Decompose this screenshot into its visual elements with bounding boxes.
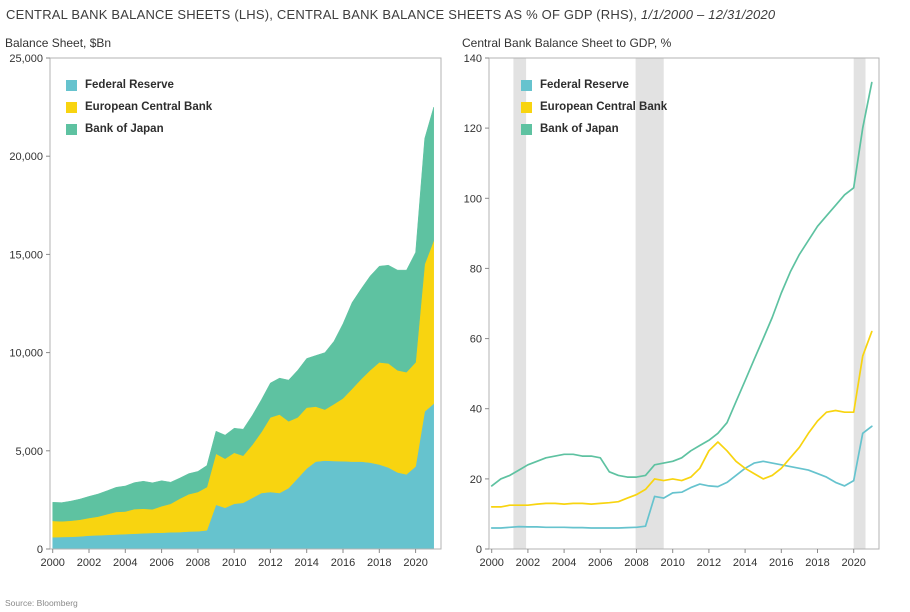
rhs-line-chart: 0 20 40 60 80 100 120 140 2000 2002 2004 2006 2008 20… bbox=[464, 53, 880, 569]
svg-text:2012: 2012 bbox=[697, 557, 721, 569]
legend-item-bank-of-japan: Bank of Japan bbox=[66, 118, 212, 140]
svg-text:2004: 2004 bbox=[552, 557, 576, 569]
legend-item-bank-of-japan: Bank of Japan bbox=[521, 118, 667, 140]
federal-reserve-swatch-icon bbox=[66, 79, 77, 91]
svg-text:2004: 2004 bbox=[113, 557, 137, 569]
svg-text:2000: 2000 bbox=[40, 557, 64, 569]
bank-of-japan-swatch-icon bbox=[66, 123, 77, 135]
svg-text:2008: 2008 bbox=[624, 557, 648, 569]
svg-text:60: 60 bbox=[470, 334, 482, 346]
legend-item-federal-reserve: Federal Reserve bbox=[521, 74, 667, 96]
svg-text:2008: 2008 bbox=[186, 557, 210, 569]
source-credit: Source: Bloomberg bbox=[5, 598, 78, 608]
lhs-axis-title: Balance Sheet, $Bn bbox=[5, 36, 112, 50]
legend-label: Federal Reserve bbox=[85, 79, 174, 91]
rhs-axis-title: Central Bank Balance Sheet to GDP, % bbox=[462, 36, 672, 50]
legend-label: Bank of Japan bbox=[85, 123, 164, 135]
page-title-date-range: 1/1/2000 – 12/31/2020 bbox=[641, 7, 776, 22]
svg-text:0: 0 bbox=[37, 544, 43, 556]
page-title-main: CENTRAL BANK BALANCE SHEETS (LHS), CENTR… bbox=[6, 7, 642, 22]
svg-text:2002: 2002 bbox=[516, 557, 540, 569]
legend-label: European Central Bank bbox=[540, 101, 668, 113]
svg-text:5,000: 5,000 bbox=[15, 446, 43, 458]
svg-text:2018: 2018 bbox=[367, 557, 391, 569]
bank-of-japan-swatch-icon bbox=[521, 123, 532, 135]
svg-text:40: 40 bbox=[470, 404, 482, 416]
svg-text:2006: 2006 bbox=[588, 557, 612, 569]
svg-text:140: 140 bbox=[464, 53, 482, 65]
svg-text:2006: 2006 bbox=[149, 557, 173, 569]
european-central-bank-swatch-icon bbox=[66, 101, 77, 113]
svg-text:2012: 2012 bbox=[258, 557, 282, 569]
svg-text:2018: 2018 bbox=[805, 557, 829, 569]
svg-text:15,000: 15,000 bbox=[9, 249, 43, 261]
svg-text:2016: 2016 bbox=[769, 557, 793, 569]
svg-text:100: 100 bbox=[464, 193, 482, 205]
lhs-stacked-area-chart: 0 5,000 10,000 15,000 20,000 25,000 2000 2002 20… bbox=[9, 53, 442, 569]
svg-text:2016: 2016 bbox=[331, 557, 355, 569]
svg-text:2000: 2000 bbox=[479, 557, 503, 569]
svg-text:10,000: 10,000 bbox=[9, 348, 43, 360]
rhs-legend: Federal Reserve European Central Bank Ba… bbox=[521, 74, 667, 140]
svg-text:80: 80 bbox=[470, 263, 482, 275]
svg-text:2002: 2002 bbox=[77, 557, 101, 569]
legend-label: Bank of Japan bbox=[540, 123, 619, 135]
svg-text:2020: 2020 bbox=[403, 557, 427, 569]
svg-text:20: 20 bbox=[470, 474, 482, 486]
federal-reserve-swatch-icon bbox=[521, 79, 532, 91]
legend-item-european-central-bank: European Central Bank bbox=[66, 96, 212, 118]
svg-text:2014: 2014 bbox=[733, 557, 757, 569]
lhs-legend: Federal Reserve European Central Bank Ba… bbox=[66, 74, 212, 140]
european-central-bank-swatch-icon bbox=[521, 101, 532, 113]
legend-item-european-central-bank: European Central Bank bbox=[521, 96, 667, 118]
svg-text:2014: 2014 bbox=[294, 557, 318, 569]
svg-text:2010: 2010 bbox=[660, 557, 684, 569]
svg-text:25,000: 25,000 bbox=[9, 53, 43, 65]
svg-text:120: 120 bbox=[464, 123, 482, 135]
page-title: CENTRAL BANK BALANCE SHEETS (LHS), CENTR… bbox=[6, 7, 775, 22]
legend-label: Federal Reserve bbox=[540, 79, 629, 91]
svg-text:2020: 2020 bbox=[841, 557, 865, 569]
legend-label: European Central Bank bbox=[85, 101, 213, 113]
svg-text:0: 0 bbox=[476, 544, 482, 556]
svg-text:2010: 2010 bbox=[222, 557, 246, 569]
svg-text:20,000: 20,000 bbox=[9, 151, 43, 163]
legend-item-federal-reserve: Federal Reserve bbox=[66, 74, 212, 96]
